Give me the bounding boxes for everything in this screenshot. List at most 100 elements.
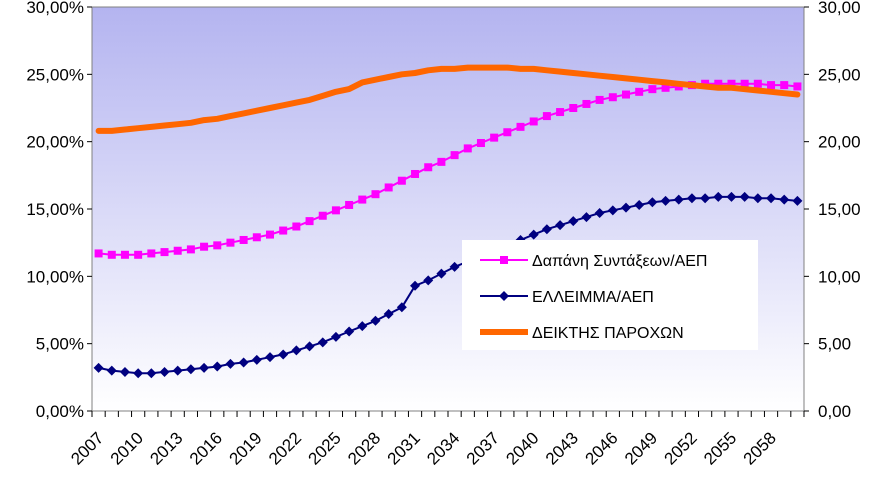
data-point-diamond	[436, 268, 447, 279]
data-point-square	[292, 222, 301, 231]
data-point-square	[305, 217, 314, 226]
x-tick-label: 2007	[67, 428, 107, 468]
data-point-square	[608, 93, 617, 102]
data-point-diamond	[739, 191, 750, 202]
data-point-square	[556, 108, 565, 117]
data-point-diamond	[779, 194, 790, 205]
data-point-square	[622, 90, 630, 99]
data-point-square	[384, 183, 393, 192]
y-right-tick-label: 20,00	[818, 133, 861, 152]
data-point-diamond	[159, 366, 170, 377]
data-point-diamond	[304, 341, 315, 352]
data-point-square	[648, 85, 657, 94]
data-point-diamond	[541, 224, 552, 235]
legend-marker-square	[500, 256, 508, 264]
x-tick-label: 2058	[740, 428, 780, 468]
y-right-tick-label: 5,00	[818, 335, 851, 354]
x-tick-label: 2019	[225, 428, 265, 468]
data-point-square	[767, 81, 776, 90]
data-point-diamond	[93, 362, 104, 373]
data-point-square	[120, 250, 129, 259]
data-point-square	[318, 211, 327, 220]
data-point-square	[94, 249, 103, 258]
data-point-square	[450, 151, 459, 160]
data-point-diamond	[568, 216, 579, 227]
data-point-square	[727, 79, 736, 88]
data-point-diamond	[212, 361, 223, 372]
data-point-square	[595, 95, 604, 104]
y-right-tick-label: 15,00	[818, 200, 861, 219]
x-tick-label: 2031	[384, 428, 424, 468]
y-left-tick-label: 15,00%	[26, 200, 84, 219]
data-point-diamond	[133, 368, 144, 379]
data-point-square	[279, 226, 288, 235]
data-point-square	[516, 122, 525, 131]
data-point-square	[476, 139, 485, 148]
data-point-diamond	[713, 191, 724, 202]
data-point-square	[266, 230, 274, 239]
data-point-diamond	[291, 345, 302, 356]
data-point-diamond	[119, 366, 130, 377]
data-point-diamond	[555, 220, 566, 231]
data-point-diamond	[185, 364, 196, 375]
data-point-square	[358, 195, 367, 204]
data-point-diamond	[265, 352, 275, 363]
data-point-diamond	[251, 354, 262, 365]
y-left-tick-label: 25,00%	[26, 65, 84, 84]
x-tick-label: 2037	[463, 428, 503, 468]
data-point-square	[107, 250, 116, 259]
data-point-diamond	[383, 309, 394, 320]
data-point-square	[160, 248, 169, 257]
data-point-square	[437, 157, 446, 166]
data-point-diamond	[766, 193, 777, 204]
data-point-diamond	[673, 194, 684, 205]
data-point-diamond	[357, 321, 368, 332]
data-point-diamond	[792, 195, 803, 206]
data-point-diamond	[238, 357, 249, 368]
x-tick-label: 2046	[581, 428, 621, 468]
x-tick-label: 2049	[621, 428, 661, 468]
x-tick-label: 2013	[146, 428, 186, 468]
y-right-tick-label: 0,00	[818, 402, 851, 421]
y-right-tick-label: 25,00	[818, 65, 861, 84]
data-point-square	[345, 200, 354, 209]
data-point-diamond	[449, 261, 460, 272]
data-point-square	[529, 117, 538, 126]
y-left-tick-label: 30,00%	[26, 0, 84, 17]
data-point-diamond	[370, 315, 381, 326]
legend-marker-diamond	[499, 291, 509, 301]
data-point-square	[252, 233, 261, 242]
data-point-diamond	[396, 302, 407, 313]
data-point-square	[661, 83, 670, 92]
data-point-diamond	[172, 365, 183, 376]
data-point-square	[503, 128, 512, 137]
data-point-square	[186, 245, 195, 254]
data-point-square	[582, 99, 591, 108]
series-2	[95, 64, 801, 134]
data-point-diamond	[621, 202, 631, 213]
data-point-diamond	[225, 358, 236, 369]
x-tick-label: 2010	[107, 428, 147, 468]
x-tick-label: 2028	[344, 428, 384, 468]
data-point-diamond	[146, 368, 157, 379]
y-left-tick-label: 5,00%	[36, 335, 84, 354]
data-point-square	[424, 163, 433, 172]
legend-label: ΕΛΛΕΙΜΜΑ/ΑΕΠ	[532, 289, 654, 306]
data-point-square	[147, 249, 156, 258]
data-point-square	[490, 133, 499, 142]
y-left-tick-label: 10,00%	[26, 267, 84, 286]
y-left-tick-label: 20,00%	[26, 133, 84, 152]
data-point-diamond	[330, 331, 341, 342]
data-point-square	[793, 82, 802, 91]
data-point-square	[635, 87, 644, 96]
data-point-square	[371, 190, 380, 199]
legend-label: Δαπάνη Συντάξεων/ΑΕΠ	[532, 253, 707, 270]
data-point-diamond	[726, 191, 737, 202]
legend-label: ΔΕΙΚΤΗΣ ΠΑΡΟΧΩΝ	[532, 325, 684, 342]
x-tick-label: 2025	[305, 428, 345, 468]
data-point-square	[397, 176, 406, 185]
data-point-diamond	[581, 212, 592, 223]
data-point-square	[411, 169, 420, 178]
data-point-square	[226, 238, 235, 247]
